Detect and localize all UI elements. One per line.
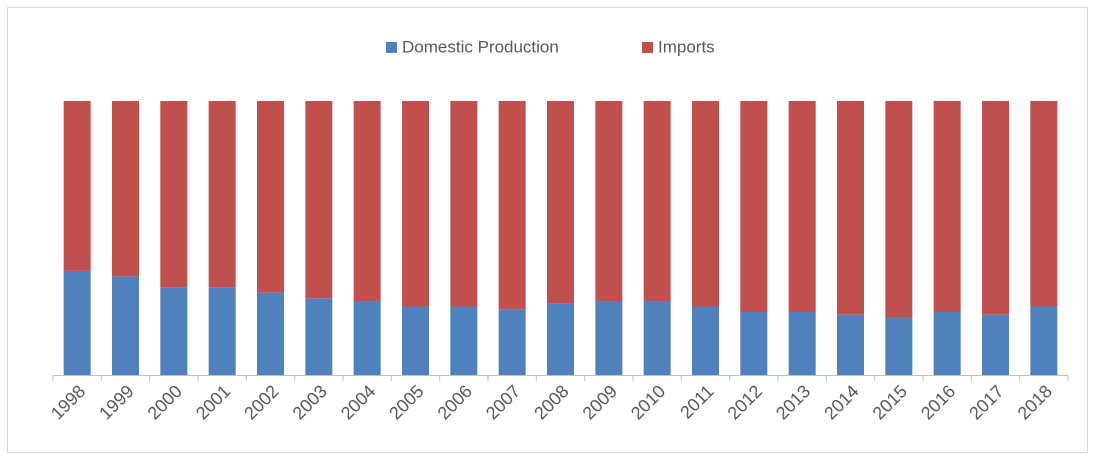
bar-segment bbox=[885, 317, 913, 375]
bar-segment bbox=[1030, 306, 1058, 375]
bar-segment bbox=[305, 298, 333, 375]
bar-segment bbox=[498, 101, 526, 310]
bar-segment bbox=[692, 101, 719, 307]
bar-segment bbox=[547, 303, 574, 375]
bar-segment bbox=[643, 101, 671, 302]
bar-segment bbox=[402, 306, 429, 375]
bar-segment bbox=[595, 101, 623, 302]
bar-segment bbox=[643, 301, 671, 375]
bar-segment bbox=[692, 306, 719, 375]
bar-segment bbox=[885, 101, 913, 318]
bar-segment bbox=[160, 287, 188, 375]
bar-segment bbox=[788, 311, 816, 375]
bar-segment bbox=[982, 314, 1009, 375]
bar-segment bbox=[933, 101, 961, 312]
bar-segment bbox=[788, 101, 816, 312]
bar-segment bbox=[257, 292, 284, 375]
bar-segment bbox=[450, 306, 478, 375]
bar-segment bbox=[353, 301, 381, 375]
bar-segment bbox=[740, 311, 768, 375]
legend-label: Domestic Production bbox=[402, 37, 559, 56]
bar-segment bbox=[402, 101, 429, 307]
bar-segment bbox=[837, 314, 864, 375]
bar-segment bbox=[63, 101, 91, 271]
bar-segment bbox=[112, 101, 139, 277]
bar-segment bbox=[112, 276, 139, 375]
bar-segment bbox=[547, 101, 574, 304]
bar-segment bbox=[837, 101, 864, 315]
legend-label: Imports bbox=[658, 37, 715, 56]
bar-segment bbox=[450, 101, 478, 307]
bar-segment bbox=[498, 309, 526, 375]
bar-segment bbox=[208, 101, 236, 288]
legend-swatch bbox=[642, 42, 653, 53]
bar-segment bbox=[982, 101, 1009, 315]
bar-segment bbox=[933, 311, 961, 375]
bar-segment bbox=[208, 287, 236, 375]
bar-segment bbox=[305, 101, 333, 299]
bar-segment bbox=[257, 101, 284, 293]
legend-swatch bbox=[386, 42, 397, 53]
bar-segment bbox=[1030, 101, 1058, 307]
bar-segment bbox=[740, 101, 768, 312]
bar-segment bbox=[63, 270, 91, 375]
bar-segment bbox=[160, 101, 188, 288]
bar-segment bbox=[595, 301, 623, 375]
bar-segment bbox=[353, 101, 381, 302]
